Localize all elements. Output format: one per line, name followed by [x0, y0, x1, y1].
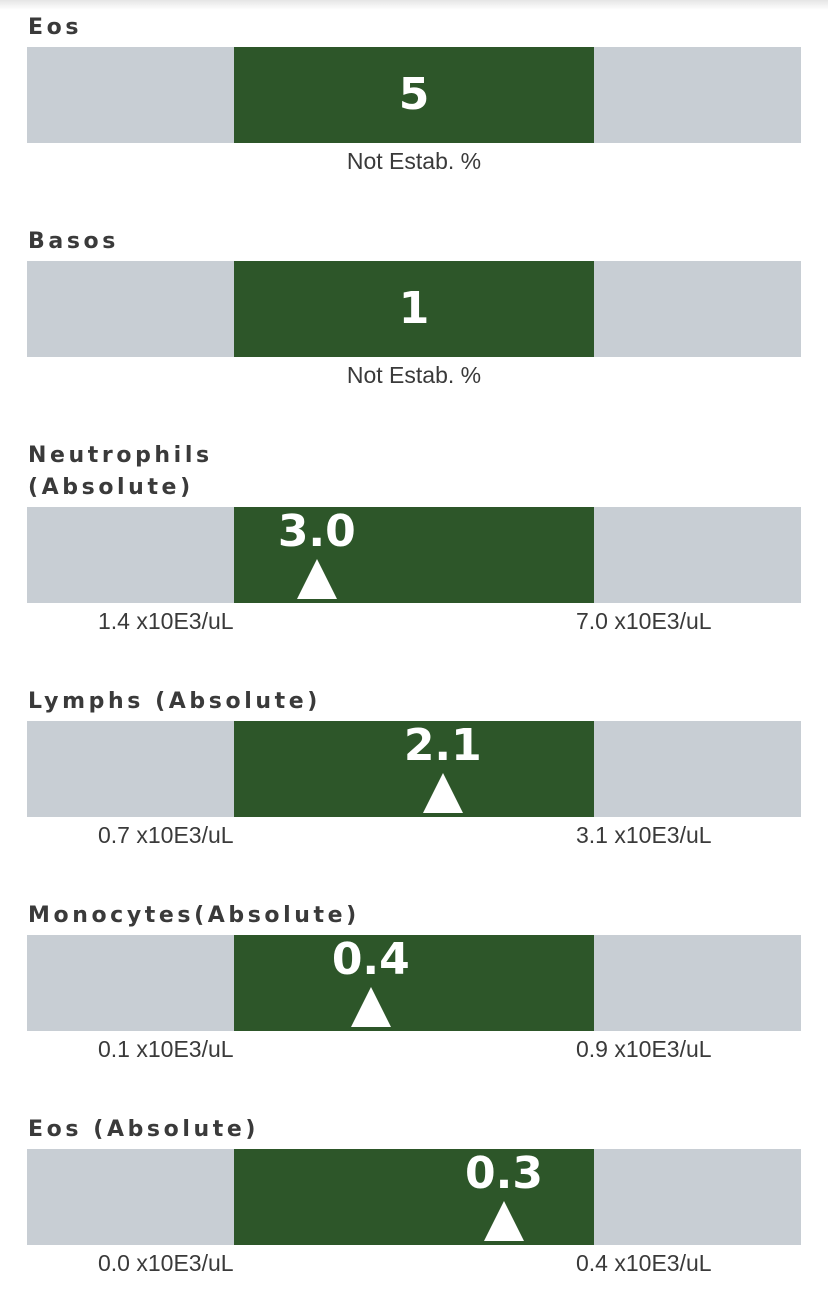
- test-label: Neutrophils (Absolute): [28, 440, 213, 504]
- triangle-up-icon: [350, 987, 391, 1027]
- result-marker: 0.3: [444, 1149, 564, 1245]
- result-value: 3.0: [277, 506, 356, 557]
- reference-note: Not Estab. %: [346, 362, 482, 388]
- test-label-line: Eos: [28, 15, 83, 40]
- test-label-line: Lymphs (Absolute): [28, 689, 321, 714]
- test-label-line: Neutrophils: [28, 443, 213, 468]
- test-label: Monocytes(Absolute): [28, 900, 360, 932]
- result-marker: 0.4: [311, 935, 431, 1031]
- range-bar: 5: [27, 47, 801, 143]
- range-bar: 2.1: [27, 721, 801, 817]
- reference-note: Not Estab. %: [346, 148, 482, 174]
- test-label: Eos: [28, 12, 82, 44]
- range-bar: 3.0: [27, 507, 801, 603]
- result-value: 1: [398, 283, 430, 334]
- triangle-up-icon: [296, 559, 337, 599]
- range-low-label: 0.1 x10E3/uL: [98, 1036, 234, 1062]
- reference-range: 5: [234, 47, 594, 143]
- reference-range: 0.3: [234, 1149, 594, 1245]
- header-shadow: [0, 0, 828, 10]
- range-low-label: 1.4 x10E3/uL: [98, 608, 234, 634]
- range-low-label: 0.7 x10E3/uL: [98, 822, 234, 848]
- result-value: 0.4: [331, 934, 410, 985]
- test-label: Eos (Absolute): [28, 1114, 259, 1146]
- result-marker: 2.1: [383, 721, 503, 817]
- range-low-label: 0.0 x10E3/uL: [98, 1250, 234, 1276]
- range-bar: 1: [27, 261, 801, 357]
- triangle-up-icon: [422, 773, 463, 813]
- result-value: 5: [398, 69, 430, 120]
- reference-range: 2.1: [234, 721, 594, 817]
- test-label-line: (Absolute): [28, 475, 194, 500]
- reference-range: 3.0: [234, 507, 594, 603]
- range-high-label: 7.0 x10E3/uL: [576, 608, 712, 634]
- reference-range: 1: [234, 261, 594, 357]
- test-label-line: Basos: [28, 229, 119, 254]
- test-label-line: Eos (Absolute): [28, 1117, 260, 1142]
- result-value: 0.3: [465, 1148, 543, 1199]
- range-high-label: 3.1 x10E3/uL: [576, 822, 712, 848]
- test-label: Basos: [28, 226, 119, 258]
- range-bar: 0.3: [27, 1149, 801, 1245]
- result-value: 2.1: [403, 720, 482, 771]
- test-label-line: Monocytes(Absolute): [28, 903, 360, 928]
- result-marker: 3.0: [257, 507, 377, 603]
- reference-range: 0.4: [234, 935, 594, 1031]
- range-bar: 0.4: [27, 935, 801, 1031]
- range-high-label: 0.4 x10E3/uL: [576, 1250, 712, 1276]
- triangle-up-icon: [484, 1201, 524, 1241]
- range-high-label: 0.9 x10E3/uL: [576, 1036, 712, 1062]
- test-label: Lymphs (Absolute): [28, 686, 321, 718]
